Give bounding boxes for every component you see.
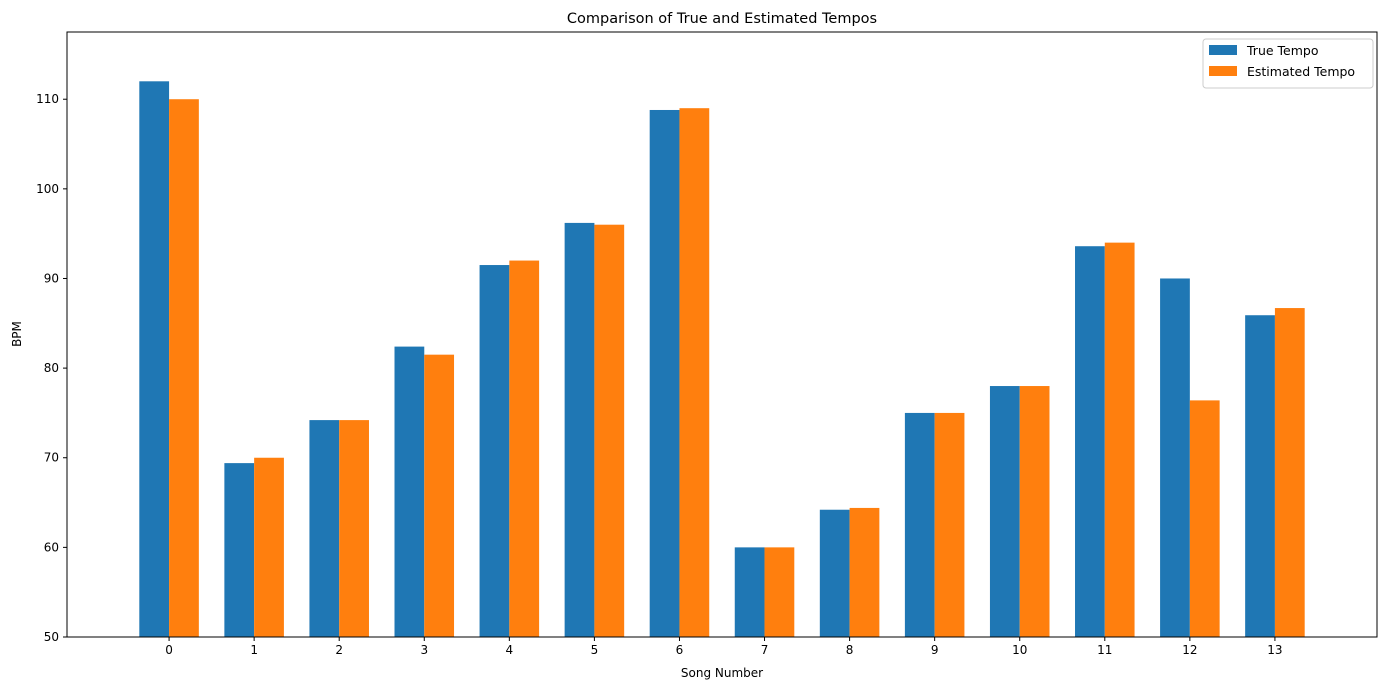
x-axis-title: Song Number <box>681 666 763 680</box>
y-tick-label: 100 <box>36 182 59 196</box>
x-tick-label: 4 <box>506 643 514 657</box>
x-tick-label: 11 <box>1097 643 1112 657</box>
bar-estimated-tempo-5 <box>594 224 625 637</box>
bar-true-tempo-13 <box>1245 315 1275 637</box>
bar-true-tempo-0 <box>139 81 170 638</box>
legend-label-true-tempo: True Tempo <box>1246 43 1318 58</box>
bar-true-tempo-12 <box>1160 278 1190 637</box>
bar-true-tempo-5 <box>564 222 595 637</box>
y-tick-label: 110 <box>36 92 59 106</box>
bar-true-tempo-1 <box>224 463 255 637</box>
bar-estimated-tempo-8 <box>849 507 880 637</box>
y-axis-title: BPM <box>10 321 24 347</box>
x-tick-label: 1 <box>250 643 258 657</box>
bar-estimated-tempo-7 <box>764 547 795 637</box>
x-tick-label: 2 <box>335 643 343 657</box>
chart-title: Comparison of True and Estimated Tempos <box>567 11 877 27</box>
x-tick-label: 7 <box>761 643 769 657</box>
x-tick-label: 0 <box>165 643 173 657</box>
bar-true-tempo-11 <box>1075 246 1105 637</box>
bar-true-tempo-3 <box>394 346 425 637</box>
y-tick-label: 50 <box>44 630 59 644</box>
legend-swatch-estimated-tempo <box>1209 66 1237 76</box>
bar-estimated-tempo-6 <box>679 108 710 637</box>
legend-label-estimated-tempo: Estimated Tempo <box>1247 64 1355 79</box>
bar-true-tempo-7 <box>734 547 765 637</box>
x-tick-label: 12 <box>1182 643 1197 657</box>
bar-true-tempo-10 <box>989 386 1020 637</box>
y-tick-label: 90 <box>44 271 59 285</box>
bar-estimated-tempo-1 <box>254 457 284 637</box>
y-tick-label: 70 <box>44 451 59 465</box>
bars-layer <box>139 81 1305 638</box>
y-axis: 50 60 70 80 90 100 110 <box>36 92 67 644</box>
plot-frame <box>66 31 1378 638</box>
bar-estimated-tempo-10 <box>1019 386 1050 637</box>
legend-swatch-true-tempo <box>1209 45 1237 55</box>
bar-true-tempo-9 <box>904 412 935 637</box>
bar-estimated-tempo-12 <box>1189 400 1220 637</box>
bar-estimated-tempo-2 <box>339 420 369 637</box>
bar-estimated-tempo-3 <box>424 354 455 637</box>
bar-estimated-tempo-9 <box>934 412 965 637</box>
bar-true-tempo-8 <box>819 509 850 637</box>
x-tick-label: 9 <box>931 643 939 657</box>
x-tick-label: 10 <box>1012 643 1027 657</box>
bar-estimated-tempo-0 <box>169 99 199 638</box>
x-tick-label: 8 <box>846 643 854 657</box>
bar-true-tempo-4 <box>479 265 510 637</box>
bar-estimated-tempo-13 <box>1274 308 1305 637</box>
bar-true-tempo-6 <box>649 109 680 638</box>
bar-estimated-tempo-4 <box>509 260 540 637</box>
legend-frame <box>1202 38 1374 89</box>
x-tick-label: 13 <box>1267 643 1282 657</box>
x-tick-label: 6 <box>676 643 684 657</box>
x-axis: 0 1 2 3 4 5 6 7 8 9 10 11 12 13 <box>165 637 1283 657</box>
bar-estimated-tempo-11 <box>1104 242 1135 637</box>
x-tick-label: 3 <box>420 643 428 657</box>
y-tick-label: 60 <box>44 540 59 554</box>
x-tick-label: 5 <box>591 643 599 657</box>
legend: True Tempo Estimated Tempo <box>1202 38 1374 89</box>
y-tick-label: 80 <box>44 361 59 375</box>
bar-true-tempo-2 <box>309 420 340 637</box>
